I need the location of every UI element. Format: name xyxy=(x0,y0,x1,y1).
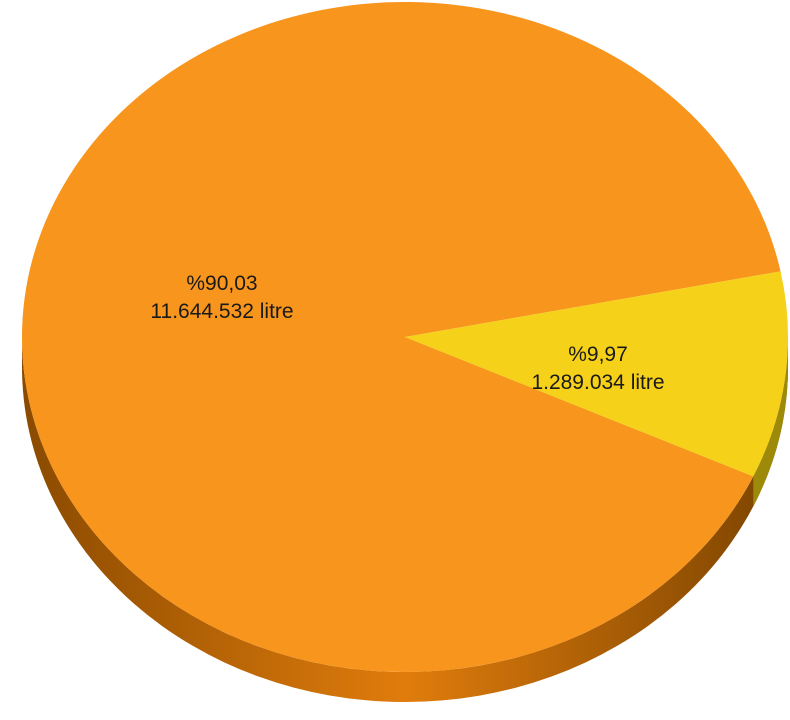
pie-slice-small xyxy=(405,271,788,477)
pie-labels: %90,03 11.644.532 litre %9,97 1.289.034 lit… xyxy=(150,272,664,394)
slice-value-label: 1.289.034 litre xyxy=(531,371,664,394)
slice-value-label: 11.644.532 litre xyxy=(150,300,293,323)
pie-side-small-slice xyxy=(753,337,788,507)
slice-label-small: %9,97 1.289.034 litre xyxy=(531,343,664,394)
slice-percent-label: %9,97 xyxy=(568,343,628,366)
slice-percent-label: %90,03 xyxy=(186,272,257,295)
pie-side-wall xyxy=(22,337,788,702)
pie-slice-large xyxy=(21,2,781,673)
slice-label-large: %90,03 11.644.532 litre xyxy=(150,272,293,323)
pie-slices xyxy=(21,2,788,673)
